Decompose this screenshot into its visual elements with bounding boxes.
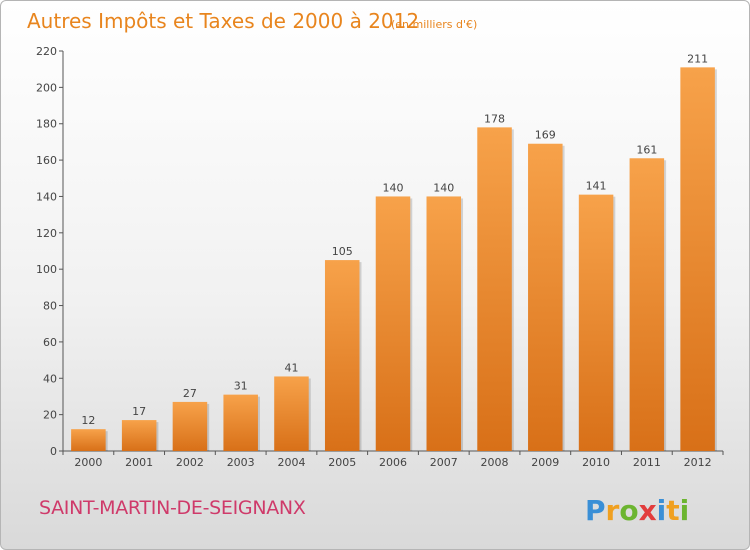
x-tick-label: 2012 <box>684 456 712 469</box>
y-tick-label: 200 <box>36 81 57 94</box>
bar-value-label: 178 <box>484 112 505 125</box>
y-tick-label: 120 <box>36 227 57 240</box>
y-tick-label: 160 <box>36 154 57 167</box>
bar-value-label: 211 <box>687 52 708 65</box>
bar <box>71 429 106 451</box>
x-tick-label: 2002 <box>176 456 204 469</box>
bar-value-label: 169 <box>535 129 556 142</box>
logo-letter: r <box>606 494 620 527</box>
bar <box>477 127 512 451</box>
x-tick-label: 2000 <box>74 456 102 469</box>
bar-value-label: 17 <box>132 405 146 418</box>
x-tick-label: 2009 <box>531 456 559 469</box>
bar-value-label: 105 <box>332 245 353 258</box>
y-tick-label: 40 <box>43 372 57 385</box>
proxiti-logo: Proxiti <box>585 494 689 527</box>
bar <box>324 260 360 451</box>
bar-value-label: 140 <box>383 181 404 194</box>
x-tick-label: 2010 <box>582 456 610 469</box>
city-name: SAINT-MARTIN-DE-SEIGNANX <box>39 497 306 519</box>
x-tick-label: 2006 <box>379 456 407 469</box>
y-tick-label: 60 <box>43 336 57 349</box>
bar-value-label: 31 <box>234 380 248 393</box>
y-tick-label: 140 <box>36 190 57 203</box>
bar <box>578 194 614 452</box>
bar <box>680 67 715 451</box>
bar-value-label: 161 <box>636 143 657 156</box>
bar-value-label: 141 <box>586 180 607 193</box>
logo-letter: x <box>639 494 657 527</box>
x-tick-label: 2001 <box>125 456 153 469</box>
x-tick-label: 2011 <box>633 456 661 469</box>
chart-title: Autres Impôts et Taxes de 2000 à 2012 <box>27 9 419 33</box>
logo-letter: P <box>585 494 606 527</box>
axes: 0 20 40 60 80 100 120 140 160 180 200 220 <box>36 45 723 458</box>
logo-letter: o <box>619 494 638 527</box>
y-tick-label: 20 <box>43 409 57 422</box>
x-tick-label: 2003 <box>227 456 255 469</box>
x-tick-label: 2007 <box>430 456 458 469</box>
bar-value-label: 140 <box>433 181 454 194</box>
bar <box>629 158 665 452</box>
bar-value-label: 27 <box>183 387 197 400</box>
bar <box>426 196 462 451</box>
y-tick-label: 180 <box>36 118 57 131</box>
bar <box>121 420 157 451</box>
bar <box>375 196 411 451</box>
x-tick-label: 2004 <box>277 456 305 469</box>
bars: 12 2000 17 2001 27 2002 31 2003 41 2004 105 2005 140… <box>62 52 724 469</box>
y-tick-label: 0 <box>50 445 57 458</box>
logo-letter: i <box>680 494 690 527</box>
x-tick-label: 2005 <box>328 456 356 469</box>
bar-value-label: 41 <box>284 361 298 374</box>
chart-subtitle: (en milliers d'€) <box>391 18 477 31</box>
bar <box>274 376 309 451</box>
logo-letter: t <box>666 494 679 527</box>
y-tick-label: 80 <box>43 300 57 313</box>
y-tick-label: 100 <box>36 263 57 276</box>
logo-letter: i <box>657 494 667 527</box>
bar-value-label: 12 <box>81 414 95 427</box>
y-tick-label: 220 <box>36 45 57 58</box>
x-tick-label: 2008 <box>481 456 509 469</box>
bar <box>528 143 563 451</box>
bar <box>172 401 208 451</box>
bar <box>223 394 258 451</box>
